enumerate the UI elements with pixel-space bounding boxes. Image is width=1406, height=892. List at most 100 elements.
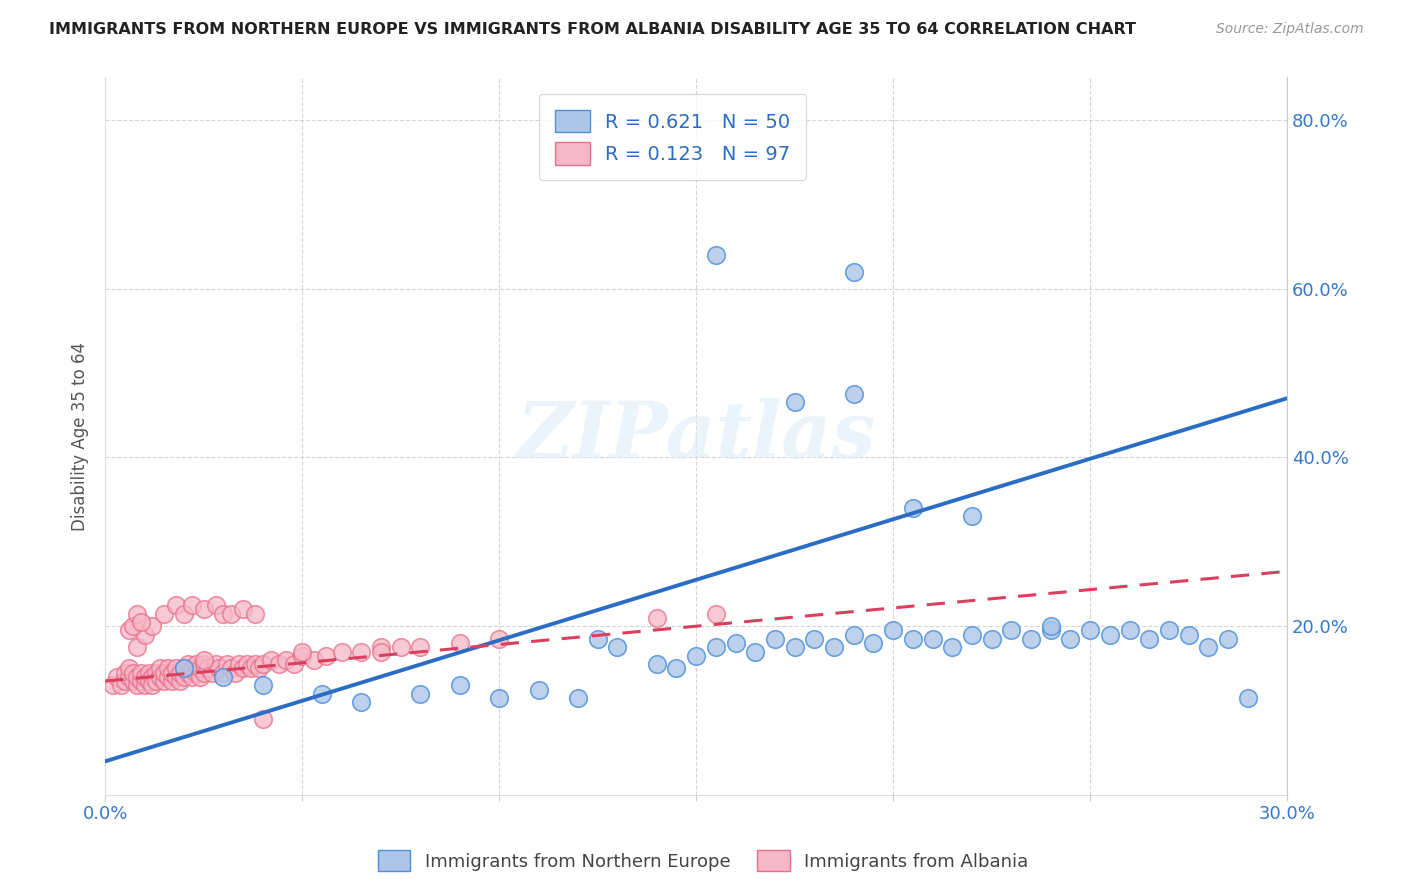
Point: [370, 640, 392, 655]
Point: [173, 661, 195, 675]
Point: [960, 627, 983, 641]
Point: [105, 670, 128, 684]
Point: [197, 661, 219, 675]
Point: [783, 640, 806, 655]
Point: [1039, 624, 1062, 638]
Point: [901, 632, 924, 646]
Point: [724, 636, 747, 650]
Point: [177, 657, 200, 672]
Point: [125, 607, 148, 621]
Point: [173, 670, 195, 684]
Y-axis label: Disability Age 35 to 64: Disability Age 35 to 64: [72, 342, 89, 531]
Point: [160, 665, 183, 680]
Point: [243, 657, 266, 672]
Point: [236, 657, 259, 672]
Point: [114, 674, 136, 689]
Point: [1118, 624, 1140, 638]
Point: [145, 674, 167, 689]
Point: [212, 607, 235, 621]
Point: [842, 627, 865, 641]
Point: [921, 632, 943, 646]
Point: [409, 687, 432, 701]
Point: [138, 674, 160, 689]
Point: [141, 678, 163, 692]
Point: [1157, 624, 1180, 638]
Point: [141, 619, 163, 633]
Point: [114, 665, 136, 680]
Point: [224, 665, 246, 680]
Point: [129, 615, 152, 629]
Point: [200, 665, 222, 680]
Point: [901, 501, 924, 516]
Point: [252, 678, 274, 692]
Point: [173, 661, 195, 675]
Point: [157, 661, 180, 675]
Point: [180, 598, 202, 612]
Point: [704, 640, 727, 655]
Point: [763, 632, 786, 646]
Point: [291, 648, 314, 663]
Point: [744, 644, 766, 658]
Point: [125, 678, 148, 692]
Point: [169, 674, 191, 689]
Point: [1000, 624, 1022, 638]
Point: [145, 665, 167, 680]
Point: [704, 248, 727, 262]
Point: [228, 657, 250, 672]
Point: [141, 670, 163, 684]
Point: [165, 598, 187, 612]
Point: [138, 665, 160, 680]
Point: [449, 678, 471, 692]
Point: [330, 644, 353, 658]
Point: [606, 640, 628, 655]
Point: [153, 665, 176, 680]
Point: [960, 509, 983, 524]
Point: [350, 695, 373, 709]
Point: [1039, 619, 1062, 633]
Point: [586, 632, 609, 646]
Point: [645, 611, 668, 625]
Point: [1197, 640, 1219, 655]
Point: [252, 657, 274, 672]
Point: [409, 640, 432, 655]
Point: [276, 653, 298, 667]
Point: [645, 657, 668, 672]
Point: [370, 644, 392, 658]
Point: [118, 670, 141, 684]
Text: IMMIGRANTS FROM NORTHERN EUROPE VS IMMIGRANTS FROM ALBANIA DISABILITY AGE 35 TO : IMMIGRANTS FROM NORTHERN EUROPE VS IMMIG…: [49, 22, 1136, 37]
Point: [240, 661, 263, 675]
Point: [129, 665, 152, 680]
Point: [153, 607, 176, 621]
Point: [842, 387, 865, 401]
Point: [188, 661, 211, 675]
Point: [862, 636, 884, 650]
Point: [180, 670, 202, 684]
Point: [193, 653, 215, 667]
Point: [1216, 632, 1239, 646]
Point: [125, 670, 148, 684]
Point: [291, 644, 314, 658]
Point: [232, 661, 254, 675]
Point: [488, 690, 510, 705]
Point: [315, 648, 337, 663]
Point: [1236, 690, 1258, 705]
Point: [121, 674, 143, 689]
Text: ZIPatlas: ZIPatlas: [516, 398, 876, 475]
Point: [704, 607, 727, 621]
Point: [449, 636, 471, 650]
Point: [208, 661, 231, 675]
Point: [193, 657, 215, 672]
Point: [527, 682, 550, 697]
Point: [783, 395, 806, 409]
Point: [134, 670, 156, 684]
Point: [204, 598, 226, 612]
Point: [101, 678, 124, 692]
Point: [1059, 632, 1081, 646]
Point: [118, 624, 141, 638]
Point: [134, 678, 156, 692]
Point: [823, 640, 845, 655]
Point: [184, 657, 207, 672]
Point: [212, 670, 235, 684]
Point: [243, 607, 266, 621]
Point: [160, 674, 183, 689]
